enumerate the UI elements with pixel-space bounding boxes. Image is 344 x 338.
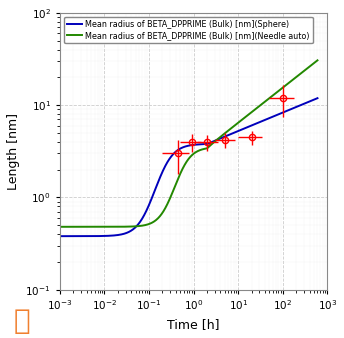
Line: Mean radius of BETA_DPPRIME (Bulk) [nm](Needle auto): Mean radius of BETA_DPPRIME (Bulk) [nm](… [60,60,318,227]
Mean radius of BETA_DPPRIME (Bulk) [nm](Sphere) [315,96,320,100]
Mean radius of BETA_DPPRIME (Bulk) [nm](Needle auto) [308,64,312,68]
Mean radius of BETA_DPPRIME (Bulk) [nm](Needle auto) [58,225,62,229]
Mean radius of BETA_DPPRIME (Bulk) [nm](Sphere) [176,148,180,152]
X-axis label: Time [h]: Time [h] [168,318,220,331]
Text: ℙ: ℙ [14,308,30,335]
Mean radius of BETA_DPPRIME (Bulk) [nm](Sphere) [71,234,75,238]
Mean radius of BETA_DPPRIME (Bulk) [nm](Needle auto) [315,58,320,62]
Mean radius of BETA_DPPRIME (Bulk) [nm](Sphere) [308,99,312,103]
Line: Mean radius of BETA_DPPRIME (Bulk) [nm](Sphere): Mean radius of BETA_DPPRIME (Bulk) [nm](… [60,98,318,236]
Mean radius of BETA_DPPRIME (Bulk) [nm](Needle auto) [261,101,265,105]
Mean radius of BETA_DPPRIME (Bulk) [nm](Sphere) [261,119,265,123]
Mean radius of BETA_DPPRIME (Bulk) [nm](Needle auto) [71,225,75,229]
Mean radius of BETA_DPPRIME (Bulk) [nm](Needle auto) [176,176,180,180]
Y-axis label: Length [nm]: Length [nm] [7,113,20,190]
Mean radius of BETA_DPPRIME (Bulk) [nm](Sphere) [183,145,187,149]
Mean radius of BETA_DPPRIME (Bulk) [nm](Sphere) [308,99,312,103]
Mean radius of BETA_DPPRIME (Bulk) [nm](Needle auto) [183,162,187,166]
Mean radius of BETA_DPPRIME (Bulk) [nm](Sphere) [58,234,62,238]
Legend: Mean radius of BETA_DPPRIME (Bulk) [nm](Sphere), Mean radius of BETA_DPPRIME (Bu: Mean radius of BETA_DPPRIME (Bulk) [nm](… [64,17,313,43]
Mean radius of BETA_DPPRIME (Bulk) [nm](Needle auto) [308,64,312,68]
